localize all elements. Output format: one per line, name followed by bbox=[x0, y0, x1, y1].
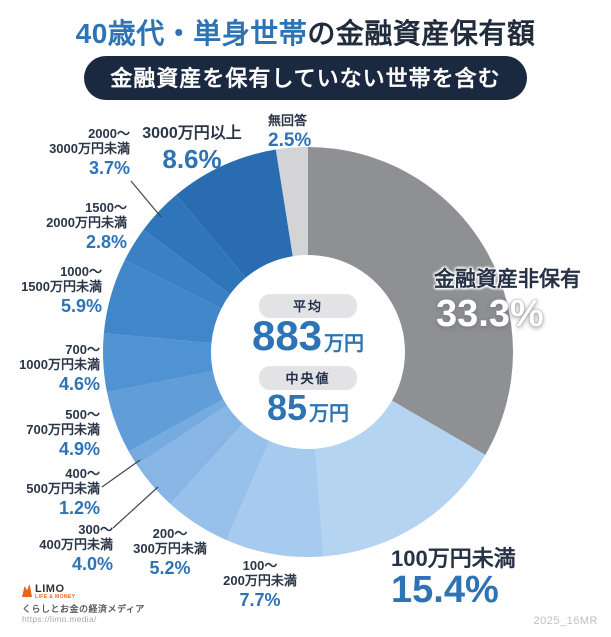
limo-logo-tagline: LIFE & MONEY bbox=[35, 594, 76, 600]
slice-callout-pct: 4.0% bbox=[71, 554, 113, 574]
slice-callout-label: 500〜 bbox=[65, 407, 100, 422]
limo-logo-icon bbox=[22, 584, 32, 597]
slice-callout-label: 400万円未満 bbox=[39, 537, 113, 552]
median-value: 85 万円 bbox=[267, 390, 349, 426]
slice-callout-label: 無回答 bbox=[268, 113, 308, 128]
label-under-1m: 100万円未満 bbox=[391, 546, 516, 571]
slice-callout-pct: 2.5% bbox=[268, 130, 312, 151]
slice-callout-4: 300〜 400万円未満 4.0% bbox=[0, 522, 113, 574]
slice-callout-9: 1500〜 2000万円未満 2.8% bbox=[7, 200, 127, 252]
slice-callout-10: 2000〜 3000万円未満 3.7% bbox=[10, 126, 130, 178]
slice-callout-label: 700〜 bbox=[65, 342, 100, 357]
slice-callout-label: 500万円未満 bbox=[26, 481, 100, 496]
pct-under-1m: 15.4% bbox=[391, 569, 499, 611]
median-pill: 中央値 bbox=[259, 366, 357, 390]
slice-callout-pct: 7.7% bbox=[239, 590, 281, 610]
slice-callout-pct: 8.6% bbox=[162, 144, 222, 174]
pie-slice-7 bbox=[102, 333, 213, 393]
pie-slice-0 bbox=[308, 147, 513, 455]
label-no-assets: 金融資産非保有 bbox=[434, 268, 581, 291]
pie-slice-8 bbox=[103, 260, 222, 344]
slice-callout-pct: 5.2% bbox=[149, 558, 191, 578]
page-title: 40歳代・単身世帯の金融資産保有額 bbox=[0, 12, 611, 52]
pie-slice-6 bbox=[107, 371, 224, 452]
slice-callout-pct: 3.7% bbox=[88, 158, 130, 178]
average-value: 883 万円 bbox=[252, 315, 364, 357]
slice-callout-label: 1000万円未満 bbox=[19, 357, 100, 372]
limo-logo-text: LIMO bbox=[35, 583, 65, 595]
slice-callout-label: 2000万円未満 bbox=[46, 215, 127, 230]
pie-slice-10 bbox=[143, 195, 246, 295]
slice-callout-label: 1000〜 bbox=[60, 264, 102, 279]
slice-callout-label: 3000万円以上 bbox=[142, 125, 242, 142]
median-number: 85 bbox=[266, 387, 308, 428]
slice-callout-label: 200万円未満 bbox=[223, 573, 297, 588]
slice-callout-label: 700万円未満 bbox=[26, 422, 100, 437]
document-code: 2025_16MR bbox=[533, 615, 598, 627]
slice-callout-7: 700〜 1000万円未満 4.6% bbox=[0, 342, 100, 394]
slice-callout-pct: 2.8% bbox=[85, 232, 127, 252]
media-tagline: くらしとお金の経済メディア bbox=[22, 604, 145, 614]
title-highlight: 40歳代・単身世帯 bbox=[75, 18, 308, 49]
pie-slice-2 bbox=[226, 440, 324, 558]
subtitle-row: 金融資産を保有していない世帯を含む bbox=[0, 56, 611, 100]
slice-callout-label: 1500万円未満 bbox=[21, 279, 102, 294]
leader-line-2 bbox=[112, 486, 159, 529]
slice-callout-label: 2000〜 bbox=[88, 126, 130, 141]
leader-line-0 bbox=[130, 180, 162, 218]
slice-callout-2: 100〜 200万円未満 7.7% bbox=[200, 558, 320, 610]
subtitle-badge: 金融資産を保有していない世帯を含む bbox=[84, 56, 527, 100]
pie-slice-5 bbox=[128, 399, 227, 465]
average-unit: 万円 bbox=[324, 333, 365, 355]
slice-callout-label: 300〜 bbox=[78, 522, 113, 537]
slice-callout-11: 3000万円以上 8.6% bbox=[112, 124, 272, 173]
average-pill: 平均 bbox=[259, 294, 357, 318]
slice-callout-6: 500〜 700万円未満 4.9% bbox=[0, 407, 100, 459]
slice-callout-8: 1000〜 1500万円未満 5.9% bbox=[0, 264, 102, 316]
pie-slice-1 bbox=[315, 400, 486, 557]
slice-callout-label: 200〜 bbox=[152, 526, 188, 541]
slice-callout-pct: 5.9% bbox=[60, 296, 102, 316]
pie-slice-3 bbox=[170, 423, 270, 541]
title-rest: の金融資産保有額 bbox=[307, 18, 536, 49]
limo-logo: LIMO LIFE & MONEY bbox=[22, 584, 75, 600]
slice-callout-3: 200〜 300万円未満 5.2% bbox=[110, 526, 230, 578]
pie-slice-11 bbox=[176, 149, 293, 278]
slice-callout-5: 400〜 500万円未満 1.2% bbox=[0, 466, 100, 518]
median-unit: 万円 bbox=[309, 403, 350, 425]
pie-slice-12 bbox=[275, 147, 308, 257]
slice-callout-12: 無回答 2.5% bbox=[268, 113, 358, 151]
slice-callout-pct: 1.2% bbox=[58, 498, 100, 518]
pct-no-assets: 33.3% bbox=[436, 293, 544, 335]
leader-line-1 bbox=[101, 459, 141, 488]
slice-callout-pct: 4.9% bbox=[58, 439, 100, 459]
slice-callout-label: 400〜 bbox=[65, 466, 100, 481]
pie-slice-4 bbox=[136, 405, 243, 504]
slice-callout-label: 1500〜 bbox=[85, 200, 127, 215]
slice-callout-label: 300万円未満 bbox=[133, 541, 207, 556]
slice-callout-label: 100〜 bbox=[242, 558, 278, 573]
media-url: https://limo.media/ bbox=[22, 614, 97, 624]
slice-callout-label: 3000万円未満 bbox=[49, 141, 130, 156]
average-number: 883 bbox=[251, 312, 323, 359]
pie-slice-9 bbox=[124, 229, 231, 309]
slice-callout-pct: 4.6% bbox=[58, 374, 100, 394]
